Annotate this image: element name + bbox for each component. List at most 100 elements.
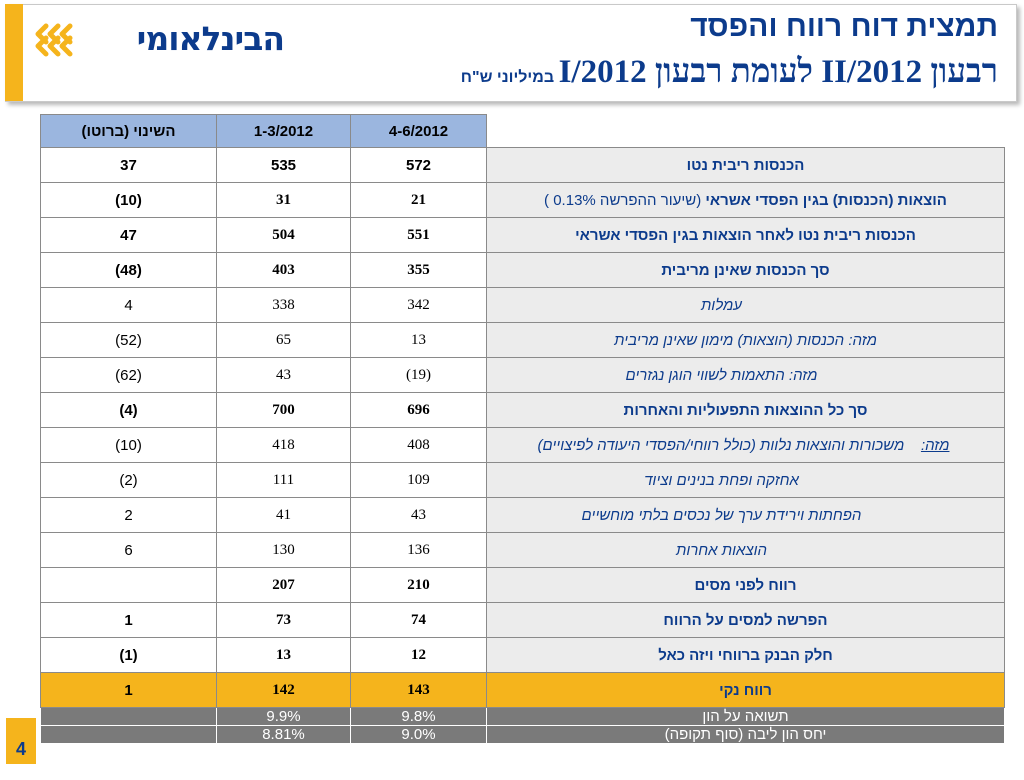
q2-cell: 143 — [350, 672, 487, 708]
column-header-change: השינוי (ברוטו) — [40, 114, 217, 148]
row-label: רווח נקי — [486, 672, 1005, 708]
table-row: (4) 700 696 סך כל ההוצאות התפעוליות והאח… — [40, 392, 1005, 428]
q1-cell: 65 — [216, 322, 351, 358]
row-label: סך הכנסות שאינן מריבית — [486, 252, 1005, 288]
row-label: הכנסות ריבית נטו לאחר הוצאות בגין הפסדי … — [486, 217, 1005, 253]
q1-cell: 31 — [216, 182, 351, 218]
row-label: עמלות — [486, 287, 1005, 323]
net-profit-row: 1 142 143 רווח נקי — [40, 672, 1005, 708]
q1-cell: 418 — [216, 427, 351, 463]
change-cell: 47 — [40, 217, 217, 253]
change-cell — [40, 567, 217, 603]
row-label: תשואה על הון — [486, 707, 1005, 726]
q1-cell: 504 — [216, 217, 351, 253]
row-label: הוצאות (הכנסות) בגין הפסדי אשראי (שיעור … — [486, 182, 1005, 218]
q2-cell: (19) — [350, 357, 487, 393]
q2-cell: 136 — [350, 532, 487, 568]
row-label-main: הוצאות (הכנסות) בגין הפסדי אשראי — [705, 191, 947, 209]
change-cell — [40, 725, 217, 744]
q1-cell: 43 — [216, 357, 351, 393]
q2-cell: 696 — [350, 392, 487, 428]
column-header-q2: 4-6/2012 — [350, 114, 487, 148]
q1-cell: 13 — [216, 637, 351, 673]
table-row: (48) 403 355 סך הכנסות שאינן מריבית — [40, 252, 1005, 288]
table-row: 47 504 551 הכנסות ריבית נטו לאחר הוצאות … — [40, 217, 1005, 253]
row-label: מזה: משכורות והוצאות נלוות (כולל רווחי/ה… — [486, 427, 1005, 463]
q2-cell: 9.0% — [350, 725, 487, 744]
row-label: הכנסות ריבית נטו — [486, 147, 1005, 183]
subtitle-period: רבעון II/2012 לעומת רבעון I/2012 — [558, 54, 998, 90]
q1-cell: 403 — [216, 252, 351, 288]
table-header-row: השינוי (ברוטו) 1-3/2012 4-6/2012 — [40, 114, 1005, 148]
q1-cell: 338 — [216, 287, 351, 323]
q1-cell: 8.81% — [216, 725, 351, 744]
change-cell: 6 — [40, 532, 217, 568]
row-label-note: (שיעור ההפרשה 0.13% ) — [544, 191, 702, 209]
q1-cell: 207 — [216, 567, 351, 603]
row-label: חלק הבנק ברווחי ויזה כאל — [486, 637, 1005, 673]
table-row: (52) 65 13 מזה: הכנסות (הוצאות) מימון שא… — [40, 322, 1005, 358]
row-label-main: משכורות והוצאות נלוות (כולל רווחי/הפסדי … — [537, 436, 905, 454]
row-label: רווח לפני מסים — [486, 567, 1005, 603]
logo-text: הבינלאומי — [136, 19, 285, 58]
q1-cell: 9.9% — [216, 707, 351, 726]
q2-cell: 572 — [350, 147, 487, 183]
change-cell — [40, 707, 217, 726]
row-label: אחזקה ופחת בנינים וציוד — [486, 462, 1005, 498]
row-label: הפרשה למסים על הרווח — [486, 602, 1005, 638]
table-row: 1 73 74 הפרשה למסים על הרווח — [40, 602, 1005, 638]
row-label-prefix: מזה: — [920, 436, 950, 454]
table-row: (10) 31 21 הוצאות (הכנסות) בגין הפסדי אש… — [40, 182, 1005, 218]
change-cell: (2) — [40, 462, 217, 498]
income-statement-table: השינוי (ברוטו) 1-3/2012 4-6/2012 37 535 … — [40, 114, 1005, 744]
q2-cell: 43 — [350, 497, 487, 533]
header-frame — [5, 4, 1017, 102]
accent-bar — [5, 4, 23, 101]
change-cell: (48) — [40, 252, 217, 288]
header-blank-cell — [486, 114, 1005, 148]
q2-cell: 9.8% — [350, 707, 487, 726]
q2-cell: 13 — [350, 322, 487, 358]
row-label: יחס הון ליבה (סוף תקופה) — [486, 725, 1005, 744]
table-row: 6 130 136 הוצאות אחרות — [40, 532, 1005, 568]
q1-cell: 111 — [216, 462, 351, 498]
q2-cell: 408 — [350, 427, 487, 463]
change-cell: 1 — [40, 672, 217, 708]
column-header-q1: 1-3/2012 — [216, 114, 351, 148]
q1-cell: 535 — [216, 147, 351, 183]
row-label: מזה: התאמות לשווי הוגן נגזרים — [486, 357, 1005, 393]
change-cell: (10) — [40, 427, 217, 463]
q2-cell: 551 — [350, 217, 487, 253]
row-label: הפחתות וירידת ערך של נכסים בלתי מוחשיים — [486, 497, 1005, 533]
change-cell: (52) — [40, 322, 217, 358]
table-row: 2 41 43 הפחתות וירידת ערך של נכסים בלתי … — [40, 497, 1005, 533]
q1-cell: 142 — [216, 672, 351, 708]
logo-chevrons-icon — [35, 23, 73, 57]
q2-cell: 210 — [350, 567, 487, 603]
q2-cell: 74 — [350, 602, 487, 638]
q1-cell: 130 — [216, 532, 351, 568]
ratio-row: 8.81% 9.0% יחס הון ליבה (סוף תקופה) — [40, 725, 1005, 744]
table-row: 4 338 342 עמלות — [40, 287, 1005, 323]
q2-cell: 109 — [350, 462, 487, 498]
q2-cell: 342 — [350, 287, 487, 323]
change-cell: 1 — [40, 602, 217, 638]
change-cell: (62) — [40, 357, 217, 393]
table-row: (1) 13 12 חלק הבנק ברווחי ויזה כאל — [40, 637, 1005, 673]
table-row: (10) 418 408 מזה: משכורות והוצאות נלוות … — [40, 427, 1005, 463]
bank-logo: הבינלאומי — [34, 16, 285, 62]
change-cell: (10) — [40, 182, 217, 218]
ratio-row: 9.9% 9.8% תשואה על הון — [40, 707, 1005, 726]
change-cell: 4 — [40, 287, 217, 323]
page-subtitle: רבעון II/2012 לעומת רבעון I/2012 במיליונ… — [461, 52, 998, 98]
change-cell: (1) — [40, 637, 217, 673]
change-cell: (4) — [40, 392, 217, 428]
page-title: תמצית דוח רווח והפסד — [690, 10, 998, 43]
subtitle-unit: במיליוני ש"ח — [460, 69, 555, 86]
table-row: 207 210 רווח לפני מסים — [40, 567, 1005, 603]
row-label: סך כל ההוצאות התפעוליות והאחרות — [486, 392, 1005, 428]
q1-cell: 41 — [216, 497, 351, 533]
row-label: מזה: הכנסות (הוצאות) מימון שאינן מריבית — [486, 322, 1005, 358]
change-cell: 37 — [40, 147, 217, 183]
table-row: 37 535 572 הכנסות ריבית נטו — [40, 147, 1005, 183]
